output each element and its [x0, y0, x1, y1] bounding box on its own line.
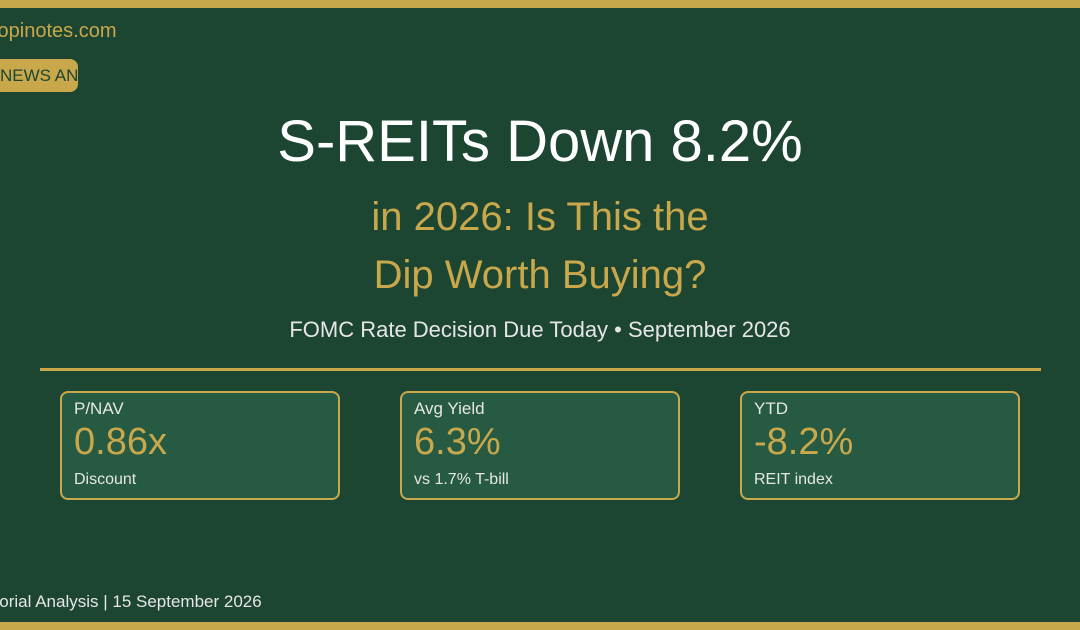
bottom-accent-bar	[0, 622, 1080, 630]
stat-value: -8.2%	[754, 421, 854, 463]
stat-card-ytd: YTD -8.2% REIT index	[740, 391, 1020, 500]
stat-value: 0.86x	[74, 421, 167, 463]
stat-label: YTD	[754, 399, 788, 418]
stat-note: Discount	[74, 471, 137, 488]
stat-note: vs 1.7% T-bill	[414, 471, 509, 488]
category-badge: NEWS ANALYSIS	[0, 59, 78, 92]
stat-card-pnav: P/NAV 0.86x Discount	[60, 391, 340, 500]
headline-subtitle: in 2026: Is This the Dip Worth Buying?	[0, 188, 1080, 304]
stat-card-yield: Avg Yield 6.3% vs 1.7% T-bill	[400, 391, 680, 500]
stat-label: Avg Yield	[414, 399, 485, 418]
divider	[40, 368, 1041, 371]
top-accent-bar	[0, 0, 1080, 8]
subtitle-line-1: in 2026: Is This the	[371, 195, 709, 239]
stat-label: P/NAV	[74, 399, 124, 418]
stat-value: 6.3%	[414, 421, 501, 463]
stat-note: REIT index	[754, 471, 833, 488]
headline-title: S-REITs Down 8.2%	[277, 109, 803, 174]
footer-byline: Editorial Analysis | 15 September 2026	[0, 592, 262, 611]
site-name[interactable]: stopinotes.com	[0, 20, 117, 42]
subtitle-line-2: Dip Worth Buying?	[373, 253, 707, 297]
tagline: FOMC Rate Decision Due Today • September…	[289, 317, 791, 342]
